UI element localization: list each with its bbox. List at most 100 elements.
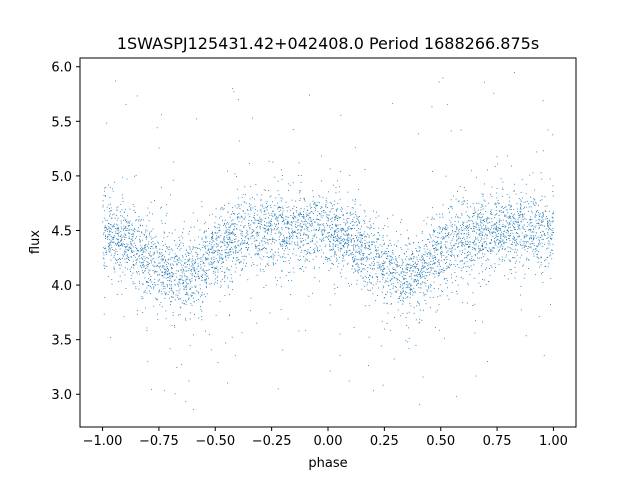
data-point [523,264,525,266]
data-point [407,248,409,250]
data-point [430,284,432,286]
data-point [467,252,468,253]
data-point [224,222,225,224]
data-point [530,230,531,232]
data-point [457,284,459,286]
data-point [240,244,241,246]
data-point [438,274,440,276]
data-point [181,364,183,365]
data-point [448,208,449,209]
data-point [162,265,164,267]
data-point [534,227,536,229]
data-point [550,224,552,226]
data-point [448,248,450,250]
data-point [524,241,526,242]
data-point [381,252,382,253]
data-point [160,282,162,284]
data-point [467,206,468,208]
data-point [422,281,424,283]
data-point [134,256,136,258]
data-point [448,263,450,265]
data-point [300,190,301,192]
data-point [375,256,377,258]
data-point [217,232,219,234]
data-point [474,231,476,232]
data-point [446,279,448,281]
data-point [358,237,360,239]
data-point [541,235,543,237]
data-point [257,231,258,233]
data-point [257,219,259,221]
data-point [537,251,539,252]
data-point [288,206,290,208]
data-point [311,223,313,225]
data-point [302,245,304,246]
data-point [488,247,490,249]
data-point [320,206,322,208]
data-point [222,219,223,221]
data-point [210,349,212,351]
data-point [215,238,217,240]
data-point [490,213,491,215]
data-point [312,200,314,202]
data-point [463,200,465,202]
data-point [521,218,523,220]
data-point [324,229,326,231]
data-point [519,261,521,263]
data-point [422,268,424,269]
data-point [530,219,531,221]
data-point [117,242,119,244]
data-point [475,249,477,251]
data-point [193,270,195,272]
data-point [128,259,129,260]
data-point [141,257,142,259]
data-point [226,231,227,233]
data-point [468,246,469,248]
data-point [116,250,118,252]
data-point [382,263,384,265]
data-point [177,262,179,263]
data-point [118,231,120,233]
data-point [383,243,385,245]
data-point [530,216,532,218]
data-point [124,233,126,235]
data-point [170,275,172,277]
data-point [175,270,177,272]
data-point [481,233,483,235]
data-point [117,241,119,243]
data-point [396,264,398,266]
data-point [239,208,241,210]
data-point [182,237,184,239]
data-point [547,221,549,223]
data-point [260,218,262,220]
data-point [171,268,173,270]
data-point [465,211,467,213]
data-point [548,227,550,229]
data-point [183,280,185,282]
data-point [434,251,436,253]
data-point [549,255,551,257]
data-point [516,243,518,244]
data-point [528,259,529,261]
data-point [110,241,112,243]
data-point [337,234,338,236]
data-point [463,266,464,268]
data-point [205,270,207,272]
data-point [119,241,121,243]
data-point [343,233,344,235]
data-point [285,241,287,243]
data-point [257,232,259,234]
data-point [143,266,145,268]
data-point [224,249,226,251]
data-point [110,228,112,230]
data-point [171,301,173,302]
data-point [229,269,231,271]
data-point [229,314,230,316]
data-point [317,222,319,224]
data-point [367,227,369,229]
data-point [337,266,339,268]
data-point [442,269,443,271]
data-point [214,222,216,224]
data-point [342,227,344,229]
data-point [174,240,175,241]
